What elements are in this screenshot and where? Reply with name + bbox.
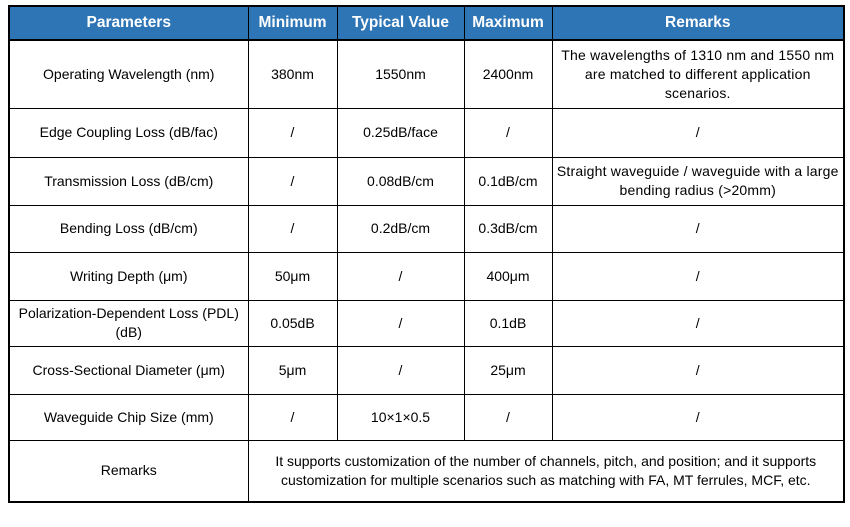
min-cell: / (247, 393, 338, 441)
param-cell: Polarization-Dependent Loss (PDL) (dB) (8, 299, 249, 347)
typ-cell: 1550nm (336, 39, 465, 109)
max-cell: / (463, 107, 553, 158)
remarks-cell: Straight waveguide / waveguide with a la… (551, 156, 845, 206)
header-cell-maximum: Maximum (463, 5, 553, 41)
typ-cell: 10×1×0.5 (336, 393, 465, 441)
typ-cell: 0.25dB/face (336, 107, 465, 158)
param-cell: Cross-Sectional Diameter (μm) (8, 345, 249, 395)
table-row-waveguide-chip-size: Waveguide Chip Size (mm) / 10×1×0.5 / / (8, 393, 845, 441)
max-cell: 0.1dB (463, 299, 553, 347)
table-row-writing-depth: Writing Depth (μm) 50μm / 400μm / (8, 251, 845, 301)
max-cell: 25μm (463, 345, 553, 395)
max-cell: 0.3dB/cm (463, 204, 553, 253)
footer-remarks-cell: It supports customization of the number … (247, 439, 845, 503)
max-cell: 2400nm (463, 39, 553, 109)
min-cell: 50μm (247, 251, 338, 301)
header-cell-parameters: Parameters (8, 5, 249, 41)
remarks-cell: / (551, 345, 845, 395)
min-cell: 380nm (247, 39, 338, 109)
header-cell-remarks: Remarks (551, 5, 845, 41)
min-cell: 0.05dB (247, 299, 338, 347)
header-cell-minimum: Minimum (247, 5, 338, 41)
param-cell: Writing Depth (μm) (8, 251, 249, 301)
typ-cell: / (336, 251, 465, 301)
typ-cell: / (336, 299, 465, 347)
remarks-cell: / (551, 107, 845, 158)
typ-cell: 0.2dB/cm (336, 204, 465, 253)
param-cell: Edge Coupling Loss (dB/fac) (8, 107, 249, 158)
min-cell: 5μm (247, 345, 338, 395)
table-row-polarization-dependent-loss: Polarization-Dependent Loss (PDL) (dB) 0… (8, 299, 845, 347)
parameters-spec-table: Parameters Minimum Typical Value Maximum… (8, 5, 845, 503)
header-cell-typical-value: Typical Value (336, 5, 465, 41)
max-cell: / (463, 393, 553, 441)
param-cell: Operating Wavelength (nm) (8, 39, 249, 109)
table-row-edge-coupling-loss: Edge Coupling Loss (dB/fac) / 0.25dB/fac… (8, 107, 845, 158)
table-header-row: Parameters Minimum Typical Value Maximum… (8, 5, 845, 41)
remarks-cell: / (551, 204, 845, 253)
remarks-cell: / (551, 251, 845, 301)
max-cell: 400μm (463, 251, 553, 301)
min-cell: / (247, 204, 338, 253)
max-cell: 0.1dB/cm (463, 156, 553, 206)
remarks-cell: The wavelengths of 1310 nm and 1550 nm a… (551, 39, 845, 109)
typ-cell: 0.08dB/cm (336, 156, 465, 206)
footer-label-cell: Remarks (8, 439, 249, 503)
typ-cell: / (336, 345, 465, 395)
min-cell: / (247, 107, 338, 158)
remarks-cell: / (551, 393, 845, 441)
param-cell: Waveguide Chip Size (mm) (8, 393, 249, 441)
param-cell: Transmission Loss (dB/cm) (8, 156, 249, 206)
table-row-bending-loss: Bending Loss (dB/cm) / 0.2dB/cm 0.3dB/cm… (8, 204, 845, 253)
param-cell: Bending Loss (dB/cm) (8, 204, 249, 253)
remarks-cell: / (551, 299, 845, 347)
min-cell: / (247, 156, 338, 206)
table-row-transmission-loss: Transmission Loss (dB/cm) / 0.08dB/cm 0.… (8, 156, 845, 206)
table-row-cross-sectional-diameter: Cross-Sectional Diameter (μm) 5μm / 25μm… (8, 345, 845, 395)
table-row-footer-remarks: Remarks It supports customization of the… (8, 439, 845, 503)
table-row-operating-wavelength: Operating Wavelength (nm) 380nm 1550nm 2… (8, 39, 845, 109)
